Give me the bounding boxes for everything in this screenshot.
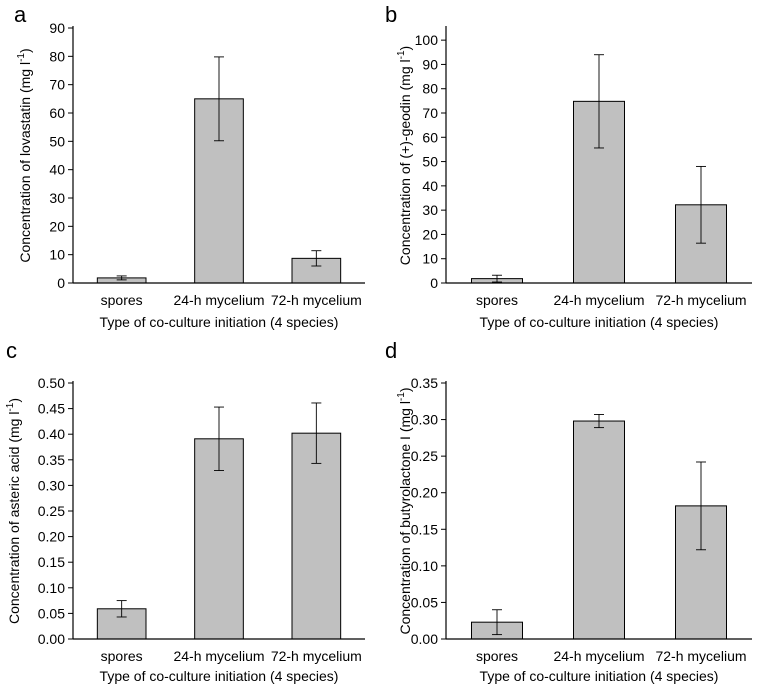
error-bar-1 [214,406,224,472]
y-axis-label: Concentration of butyrolactone I (mg l-1… [396,387,413,634]
y-tick-label-8: 80 [422,81,438,97]
y-tick-label-7: 0.35 [38,452,65,468]
y-tick-label-0: 0.00 [38,631,65,647]
y-tick-label-0: 0 [57,275,65,291]
x-tick-label-2: 72-h mycelium [655,292,746,308]
x-tick-label-1: 24-h mycelium [173,292,264,308]
panel-label: b [385,2,397,27]
y-tick-label-9: 90 [49,20,65,36]
x-axis-label: Type of co-culture initiation (4 species… [100,314,339,330]
y-tick-label-4: 0.20 [411,485,438,501]
y-tick-label-4: 40 [422,178,438,194]
y-tick-label-5: 50 [49,133,65,149]
x-tick-label-0: spores [101,292,143,308]
x-axis-label: Type of co-culture initiation (4 species… [480,314,719,330]
chart-panel-a: a spores 24-h mycelium 72-h mycelium 0 10 20 30… [14,2,365,330]
bar-2 [291,432,342,640]
y-tick-label-3: 0.15 [411,521,438,537]
error-bar-0 [116,600,127,618]
y-tick-label-1: 0.05 [411,594,438,610]
x-tick-label-0: spores [476,648,518,664]
y-tick-label-4: 0.20 [38,529,65,545]
panel-label: c [6,338,17,363]
y-axis-label: Concentration of asteric acid (mg l-1) [5,398,22,624]
y-tick-label-3: 0.15 [38,554,65,570]
y-tick-label-9: 90 [422,56,438,72]
y-tick-label-0: 0.00 [411,631,438,647]
y-tick-label-5: 0.25 [38,503,65,519]
y-tick-label-7: 70 [49,77,65,93]
y-tick-label-0: 0 [430,275,438,291]
y-tick-label-6: 60 [49,105,65,121]
x-tick-label-1: 24-h mycelium [173,648,264,664]
y-tick-label-4: 40 [49,162,65,178]
error-bar-2 [696,165,706,244]
panel-label: a [14,2,27,27]
chart-panel-c: c spores 24-h mycelium 72-h mycelium 0.00 0.0… [5,338,365,684]
error-bar-2 [311,250,322,267]
y-tick-label-5: 0.25 [411,448,438,464]
x-tick-label-2: 72-h mycelium [655,648,746,664]
y-tick-label-6: 0.30 [411,412,438,428]
error-bar-0 [492,609,502,636]
y-tick-label-7: 70 [422,105,438,121]
y-tick-label-6: 0.30 [38,477,65,493]
x-tick-label-2: 72-h mycelium [271,648,362,664]
y-tick-label-8: 0.40 [38,426,65,442]
x-axis-label: Type of co-culture initiation (4 species… [480,668,719,684]
error-bar-0 [492,274,502,283]
y-tick-label-1: 0.05 [38,605,65,621]
chart-panel-d: d spores 24-h mycelium 72-h mycelium 0.00 0.0… [385,338,752,684]
y-tick-label-7: 0.35 [411,375,438,391]
y-tick-label-8: 80 [49,48,65,64]
x-tick-label-0: spores [476,292,518,308]
chart-panel-b: b spores 24-h mycelium 72-h mycelium 0 10 20 30… [385,2,752,330]
y-tick-label-2: 20 [422,226,438,242]
y-tick-label-6: 60 [422,129,438,145]
y-tick-label-1: 10 [422,251,438,267]
x-tick-label-0: spores [101,648,143,664]
error-bar-1 [594,414,604,429]
panel-label: d [385,338,397,363]
bar-1 [194,438,244,640]
error-bar-0 [116,275,127,281]
y-tick-label-10: 0.50 [38,375,65,391]
y-tick-label-1: 10 [49,247,65,263]
x-axis-label: Type of co-culture initiation (4 species… [100,668,339,684]
y-tick-label-3: 30 [422,202,438,218]
x-tick-label-1: 24-h mycelium [553,648,644,664]
error-bar-2 [311,402,322,464]
x-tick-label-1: 24-h mycelium [553,292,644,308]
bar-1 [573,420,625,640]
y-tick-label-9: 0.45 [38,401,65,417]
x-tick-label-2: 72-h mycelium [271,292,362,308]
error-bar-1 [214,56,224,142]
error-bar-2 [696,461,706,551]
y-axis-label: Concentration of lovastatin (mg l-1) [16,48,33,262]
y-tick-label-10: 100 [415,32,439,48]
y-axis-label: Concentration of (+)-geodin (mg l-1) [396,46,413,265]
y-tick-label-2: 20 [49,218,65,234]
y-tick-label-3: 30 [49,190,65,206]
y-tick-label-2: 0.10 [38,580,65,596]
error-bar-1 [594,54,604,149]
y-tick-label-5: 50 [422,154,438,170]
y-tick-label-2: 0.10 [411,558,438,574]
